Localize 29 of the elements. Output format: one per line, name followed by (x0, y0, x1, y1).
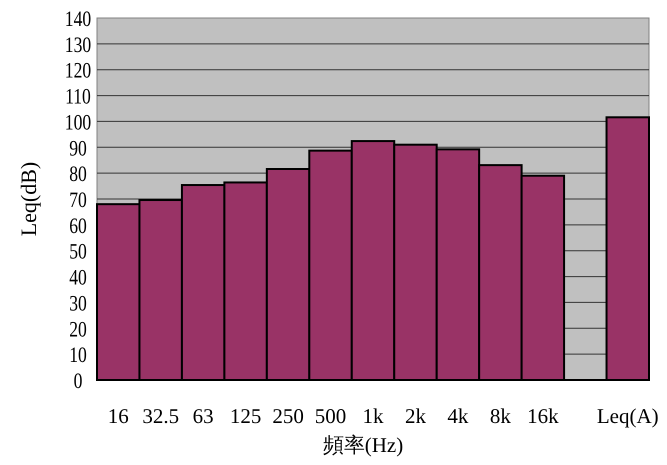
x-tick-label: Leq(A) (596, 404, 659, 428)
y-tick-label: 60 (69, 214, 87, 238)
y-tick-label: 20 (69, 318, 87, 342)
y-tick-label: 80 (69, 162, 87, 187)
x-tick-label: 8k (490, 404, 512, 428)
x-tick-label: 16k (527, 404, 560, 428)
y-tick-label: 130 (64, 33, 92, 58)
x-tick-label: 32.5 (142, 404, 180, 428)
y-tick-label: 140 (64, 7, 92, 32)
x-axis-title: 頻率(Hz) (322, 433, 404, 457)
x-tick-label: 125 (230, 404, 262, 428)
y-tick-label: 50 (69, 240, 87, 264)
x-tick-label: 4k (447, 404, 469, 428)
y-tick-label: 100 (64, 110, 92, 135)
x-tick-label: 1k (362, 404, 384, 428)
y-tick-label: 110 (65, 84, 91, 110)
y-axis-title: Leq(dB) (16, 162, 41, 236)
y-tick-label: 90 (69, 136, 87, 161)
y-tick-label: 30 (69, 292, 87, 316)
y-tick-label: 70 (69, 188, 87, 213)
x-tick-label: 2k (404, 404, 426, 428)
x-tick-label: 250 (272, 404, 304, 428)
y-tick-label: 40 (69, 266, 87, 290)
y-tick-label: 120 (64, 58, 92, 84)
y-tick-label: 10 (69, 343, 87, 368)
x-tick-label: 16 (108, 404, 129, 428)
x-tick-label: 63 (192, 404, 214, 428)
x-tick-label: 500 (314, 404, 346, 428)
y-tick-label: 0 (74, 369, 82, 394)
